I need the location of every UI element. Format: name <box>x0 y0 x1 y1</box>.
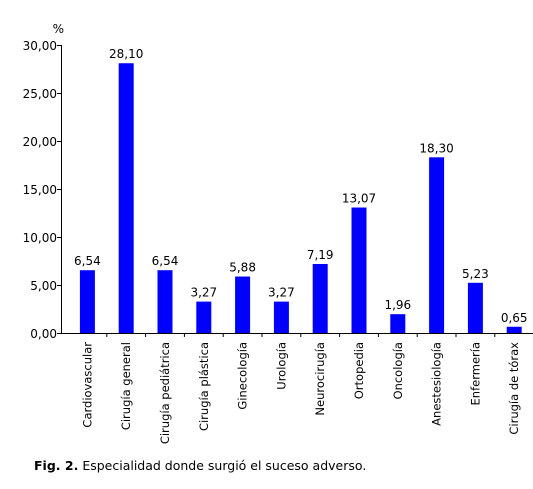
data-label: 6,54 <box>74 254 101 268</box>
bar <box>79 270 95 333</box>
bars <box>79 63 522 334</box>
bar <box>312 263 328 333</box>
y-axis-unit: % <box>53 22 64 36</box>
data-label: 5,23 <box>462 267 489 281</box>
bar <box>429 157 445 333</box>
x-axis <box>61 333 533 337</box>
bar <box>157 270 173 333</box>
category-label: Cirugía plástica <box>197 342 211 431</box>
y-tick-label: 10,00 <box>23 231 57 245</box>
category-label: Cardiovascular <box>80 342 94 428</box>
bar <box>235 276 251 333</box>
data-label: 0,65 <box>501 311 528 325</box>
category-label: Ortopedia <box>352 342 366 399</box>
data-label: 6,54 <box>152 254 179 268</box>
caption-label: Fig. 2. <box>34 458 79 473</box>
data-label: 1,96 <box>384 298 411 312</box>
data-label: 3,27 <box>190 286 217 300</box>
bar <box>506 326 522 333</box>
y-tick-label: 25,00 <box>23 87 57 101</box>
data-label: 18,30 <box>419 141 453 155</box>
y-tick-label: 0,00 <box>30 327 57 341</box>
category-label: Cirugía general <box>119 342 133 430</box>
y-tick-label: 20,00 <box>23 135 57 149</box>
bar <box>118 63 134 334</box>
caption-text: Especialidad donde surgió el suceso adve… <box>82 458 367 473</box>
category-label: Cirugía pediátrica <box>158 342 172 444</box>
y-tick-label: 15,00 <box>23 183 57 197</box>
y-tick-label: 30,00 <box>23 39 57 53</box>
data-label: 28,10 <box>109 47 143 61</box>
category-label: Cirugía de tórax <box>507 342 521 435</box>
category-label: Neurocirugía <box>313 342 327 416</box>
category-label: Ginecología <box>236 342 250 410</box>
bar <box>196 301 212 333</box>
bar <box>390 314 406 333</box>
category-labels: Cardiovascular Cirugía general Cirugía ped… <box>80 342 521 444</box>
y-tick-label: 5,00 <box>30 279 57 293</box>
y-axis: % 0,00 5,00 10,00 15,00 20,00 25,00 30,00 <box>23 22 64 341</box>
category-label: Urología <box>274 342 288 390</box>
data-label: 7,19 <box>307 248 334 262</box>
bar-chart: % 0,00 5,00 10,00 15,00 20,00 25,00 30,00 6,54 2… <box>23 22 533 444</box>
figure-caption: Fig. 2. Especialidad donde surgió el suc… <box>34 458 366 473</box>
data-label: 5,88 <box>229 261 256 275</box>
category-label: Enfermería <box>468 342 482 405</box>
data-label: 13,07 <box>342 192 376 206</box>
category-label: Anestesiología <box>430 342 444 426</box>
bar <box>351 207 367 333</box>
bar <box>467 282 483 333</box>
category-label: Oncología <box>391 342 405 399</box>
data-labels: 6,54 28,10 6,54 3,27 5,88 3,27 7,19 13,07 1,96 18… <box>74 47 528 325</box>
bar <box>273 301 289 333</box>
data-label: 3,27 <box>268 286 295 300</box>
